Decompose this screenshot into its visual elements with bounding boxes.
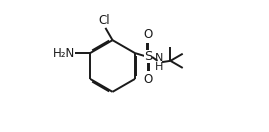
Text: O: O xyxy=(143,28,153,41)
Text: N
H: N H xyxy=(155,53,164,72)
Text: O: O xyxy=(143,73,153,86)
Text: Cl: Cl xyxy=(98,14,110,27)
Text: S: S xyxy=(144,50,152,63)
Text: H₂N: H₂N xyxy=(52,47,75,60)
